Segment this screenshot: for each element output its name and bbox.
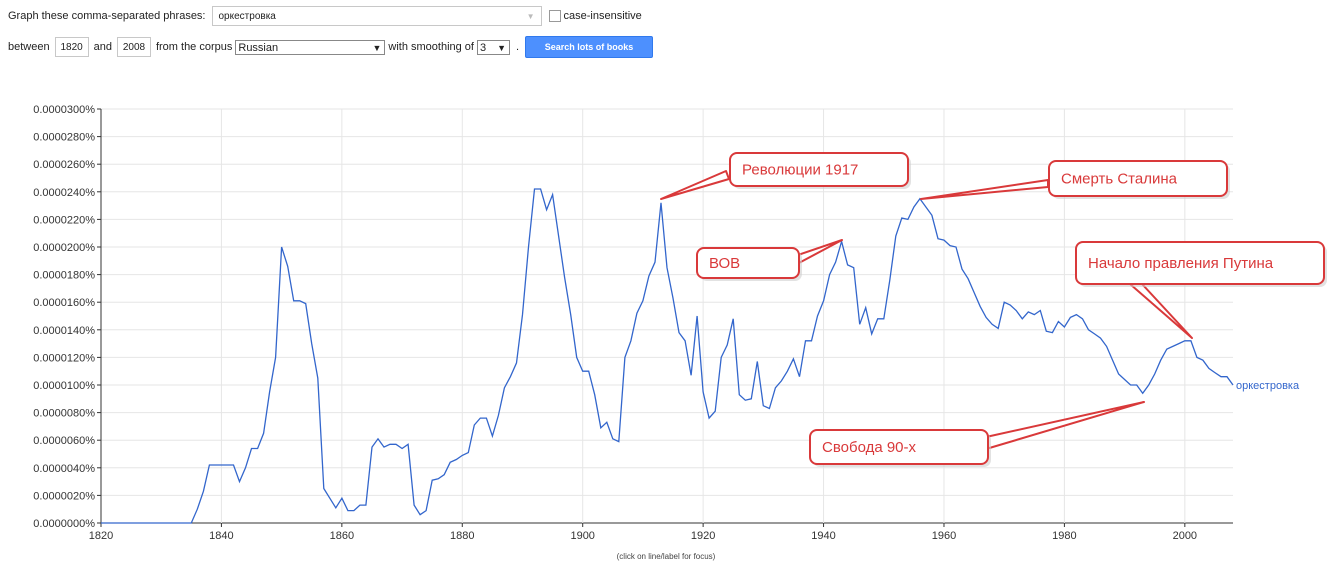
corpus-label: from the corpus bbox=[155, 41, 233, 53]
smoothing-label: with smoothing of bbox=[388, 41, 474, 53]
period: . bbox=[515, 41, 520, 53]
y-tick-label: 0.0000220% bbox=[33, 214, 95, 226]
case-insensitive-checkbox[interactable] bbox=[548, 10, 561, 22]
x-axis: 1820 1840 1860 1880 1900 1920 1940 1960 1980 2000 bbox=[89, 523, 1197, 542]
callout-box bbox=[1075, 241, 1325, 285]
phrase-value: оркестровка bbox=[218, 11, 276, 22]
callout-box bbox=[809, 429, 989, 465]
series-label[interactable]: оркестровка bbox=[1236, 380, 1300, 392]
chart-footer: (click on line/label for focus) bbox=[617, 552, 716, 561]
annotation-callout: ВОВ bbox=[696, 239, 843, 281]
x-tick-label: 1940 bbox=[811, 530, 835, 542]
y-tick-label: 0.0000000% bbox=[33, 518, 95, 530]
dropdown-arrow-icon: ▼ bbox=[497, 42, 506, 53]
x-tick-label: 1820 bbox=[89, 530, 113, 542]
annotations: Революции 1917 Смерть Сталина ВОВ Начало пр… bbox=[660, 152, 1327, 467]
x-tick-label: 1880 bbox=[450, 530, 474, 542]
x-tick-label: 2000 bbox=[1173, 530, 1197, 542]
x-tick-label: 1960 bbox=[932, 530, 956, 542]
phrase-input[interactable]: оркестровка ▼ bbox=[211, 6, 542, 26]
callout-box bbox=[696, 247, 800, 279]
y-axis: 0.0000000% 0.0000020% 0.0000040% 0.0000060%… bbox=[33, 104, 102, 530]
annotation-callout: Свобода 90-х bbox=[809, 401, 1145, 467]
graph-label: Graph these comma-separated phrases: bbox=[8, 10, 206, 22]
series-group[interactable]: оркестровка bbox=[101, 188, 1300, 524]
y-tick-label: 0.0000260% bbox=[33, 159, 95, 171]
grid bbox=[100, 108, 1233, 524]
and-label: and bbox=[93, 41, 112, 53]
query-row: Graph these comma-separated phrases: орк… bbox=[8, 5, 642, 27]
dropdown-arrow-icon: ▼ bbox=[372, 42, 382, 53]
x-tick-label: 1900 bbox=[570, 530, 594, 542]
search-button[interactable]: Search lots of books bbox=[525, 36, 654, 58]
y-tick-label: 0.0000140% bbox=[33, 325, 95, 337]
start-year-input[interactable]: 1820 bbox=[54, 37, 89, 57]
corpus-value: Russian bbox=[238, 41, 279, 54]
between-label: between bbox=[8, 41, 50, 53]
callout-box bbox=[729, 152, 909, 187]
y-tick-label: 0.0000060% bbox=[33, 435, 95, 447]
callout-box bbox=[1048, 160, 1228, 197]
y-tick-label: 0.0000300% bbox=[33, 104, 95, 116]
annotation-callout: Революции 1917 bbox=[660, 152, 911, 200]
callout-text: Революции 1917 bbox=[742, 162, 858, 179]
callout-text: Смерть Сталина bbox=[1061, 171, 1178, 188]
case-insensitive-label: case-insensitive bbox=[563, 10, 642, 22]
y-tick-label: 0.0000200% bbox=[33, 242, 95, 254]
annotation-callout: Начало правления Путина bbox=[1075, 241, 1327, 339]
callout-pointer bbox=[920, 179, 1049, 200]
series-line[interactable] bbox=[101, 188, 1234, 524]
y-tick-label: 0.0000100% bbox=[33, 380, 95, 392]
corpus-select[interactable]: Russian ▼ bbox=[235, 39, 386, 55]
x-tick-label: 1860 bbox=[330, 530, 354, 542]
y-tick-label: 0.0000160% bbox=[33, 297, 95, 309]
y-tick-label: 0.0000040% bbox=[33, 463, 95, 475]
x-tick-label: 1840 bbox=[209, 530, 233, 542]
callout-pointer bbox=[794, 239, 843, 265]
chevron-down-icon[interactable]: ▼ bbox=[526, 12, 535, 21]
smoothing-select[interactable]: 3 ▼ bbox=[476, 39, 510, 55]
x-tick-label: 1920 bbox=[691, 530, 715, 542]
x-tick-label: 1980 bbox=[1052, 530, 1076, 542]
y-tick-label: 0.0000120% bbox=[33, 352, 95, 364]
y-tick-label: 0.0000020% bbox=[33, 490, 95, 502]
options-row: between 1820 and 2008 from the corpus Ru… bbox=[8, 36, 654, 58]
y-tick-label: 0.0000080% bbox=[33, 408, 95, 420]
callout-pointer bbox=[985, 401, 1145, 450]
callout-pointer bbox=[660, 170, 730, 200]
callout-text: Свобода 90-х bbox=[822, 439, 917, 456]
smoothing-value: 3 bbox=[479, 41, 487, 54]
y-tick-label: 0.0000240% bbox=[33, 187, 95, 199]
callout-text: ВОВ bbox=[709, 255, 740, 272]
annotation-callout: Смерть Сталина bbox=[920, 160, 1230, 200]
y-tick-label: 0.0000180% bbox=[33, 270, 95, 282]
callout-text: Начало правления Путина bbox=[1088, 255, 1274, 272]
y-tick-label: 0.0000280% bbox=[33, 132, 95, 144]
end-year-input[interactable]: 2008 bbox=[116, 37, 151, 57]
